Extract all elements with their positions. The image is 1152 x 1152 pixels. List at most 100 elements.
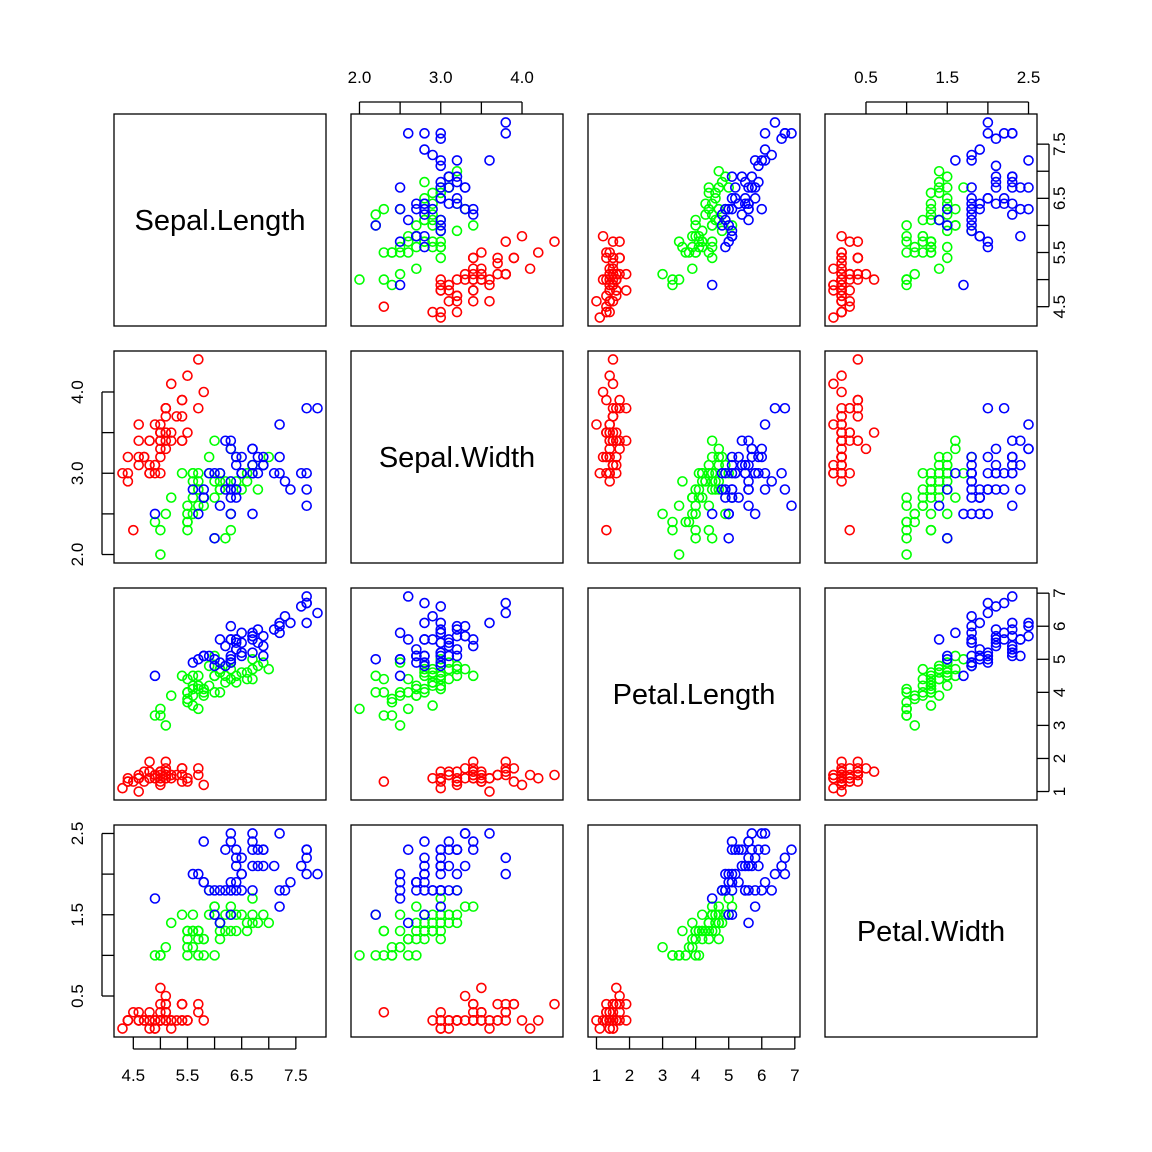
data-point-series-3: [247, 844, 258, 856]
data-point-series-3: [753, 176, 764, 188]
data-point-series-1: [165, 435, 177, 447]
data-point-series-2: [209, 492, 220, 503]
data-point-series-3: [427, 203, 438, 215]
data-point-series-3: [274, 828, 285, 839]
panel-petal-width-vs-sepal-width: [350, 824, 564, 1038]
data-point-series-2: [236, 484, 247, 495]
data-point-series-1: [604, 247, 616, 258]
data-point-series-3: [209, 909, 220, 921]
data-point-series-1: [435, 312, 447, 323]
data-point-series-2: [214, 925, 226, 937]
data-point-series-1: [144, 772, 155, 784]
data-point-series-3: [279, 476, 291, 487]
data-point-series-2: [677, 241, 688, 253]
data-point-series-1: [128, 524, 139, 536]
data-point-series-1: [836, 247, 847, 258]
data-point-series-1: [138, 776, 150, 787]
data-point-series-3: [974, 198, 986, 210]
data-point-series-2: [706, 209, 718, 220]
data-point-series-1: [144, 459, 155, 471]
data-point-series-2: [187, 492, 199, 503]
data-point-series-3: [187, 657, 199, 668]
data-point-series-1: [160, 766, 172, 777]
data-point-series-1: [836, 402, 847, 414]
data-point-series-3: [1006, 435, 1018, 447]
data-point-series-3: [435, 650, 447, 662]
data-point-series-3: [419, 617, 430, 629]
data-point-series-2: [435, 252, 447, 264]
data-point-series-2: [909, 241, 921, 253]
data-point-series-3: [746, 182, 758, 193]
data-point-series-2: [435, 667, 447, 678]
data-point-series-2: [941, 451, 953, 463]
data-point-series-3: [706, 279, 718, 291]
data-point-series-1: [591, 419, 602, 430]
data-point-series-2: [155, 710, 166, 721]
data-point-series-2: [933, 667, 945, 678]
data-point-series-3: [966, 459, 977, 471]
data-point-series-2: [209, 650, 220, 662]
data-point-series-3: [730, 868, 741, 880]
data-point-series-2: [925, 683, 937, 695]
data-point-series-3: [225, 492, 237, 503]
data-point-series-3: [394, 876, 406, 888]
data-point-series-2: [435, 241, 447, 253]
data-point-series-3: [459, 828, 471, 839]
data-point-series-3: [435, 852, 447, 864]
data-point-series-3: [203, 467, 215, 479]
data-point-series-2: [203, 660, 215, 672]
data-point-series-1: [836, 419, 847, 430]
data-point-series-1: [836, 427, 847, 438]
data-point-series-2: [209, 670, 220, 682]
panel-frame: [350, 587, 564, 801]
data-point-series-1: [611, 285, 622, 296]
data-point-series-3: [236, 647, 247, 658]
data-point-series-3: [998, 597, 1010, 609]
data-point-series-3: [1015, 230, 1026, 242]
data-point-series-3: [739, 198, 751, 210]
data-point-series-3: [1015, 182, 1026, 193]
data-point-series-3: [230, 634, 242, 645]
data-point-series-3: [394, 893, 406, 904]
data-point-series-2: [706, 901, 718, 912]
data-point-series-3: [743, 917, 754, 929]
data-point-series-3: [1023, 182, 1034, 193]
data-point-series-3: [500, 607, 512, 619]
data-point-series-2: [155, 549, 166, 560]
data-point-series-1: [836, 435, 847, 447]
data-point-series-2: [182, 696, 193, 708]
data-point-series-2: [193, 925, 204, 937]
data-point-series-1: [549, 998, 560, 1010]
data-point-series-1: [844, 435, 856, 447]
data-point-series-2: [950, 670, 961, 682]
data-point-series-3: [295, 601, 307, 612]
data-point-series-3: [726, 467, 738, 479]
data-point-series-3: [394, 868, 406, 880]
data-point-series-3: [966, 198, 977, 210]
data-point-series-3: [419, 876, 430, 888]
data-point-series-3: [220, 484, 231, 495]
data-point-series-3: [941, 203, 953, 215]
data-point-series-3: [209, 532, 220, 544]
data-point-series-3: [443, 171, 455, 182]
data-point-series-1: [467, 268, 479, 280]
data-point-series-3: [220, 885, 231, 896]
data-point-series-2: [901, 516, 912, 528]
data-point-series-2: [917, 467, 929, 479]
data-point-series-3: [749, 155, 761, 166]
data-point-series-2: [451, 165, 463, 177]
panel-frame: [824, 350, 1038, 564]
data-point-series-2: [690, 508, 701, 520]
data-point-series-1: [122, 772, 134, 784]
data-point-series-2: [467, 670, 479, 682]
data-point-series-1: [601, 252, 612, 264]
data-point-series-3: [443, 637, 455, 649]
data-point-series-1: [435, 1023, 447, 1034]
data-point-series-2: [160, 720, 172, 731]
data-point-series-1: [607, 279, 619, 291]
data-point-series-1: [117, 1023, 128, 1034]
data-point-series-2: [419, 236, 430, 247]
data-point-series-1: [500, 763, 512, 774]
data-point-series-3: [736, 860, 748, 872]
data-point-series-2: [220, 476, 231, 487]
